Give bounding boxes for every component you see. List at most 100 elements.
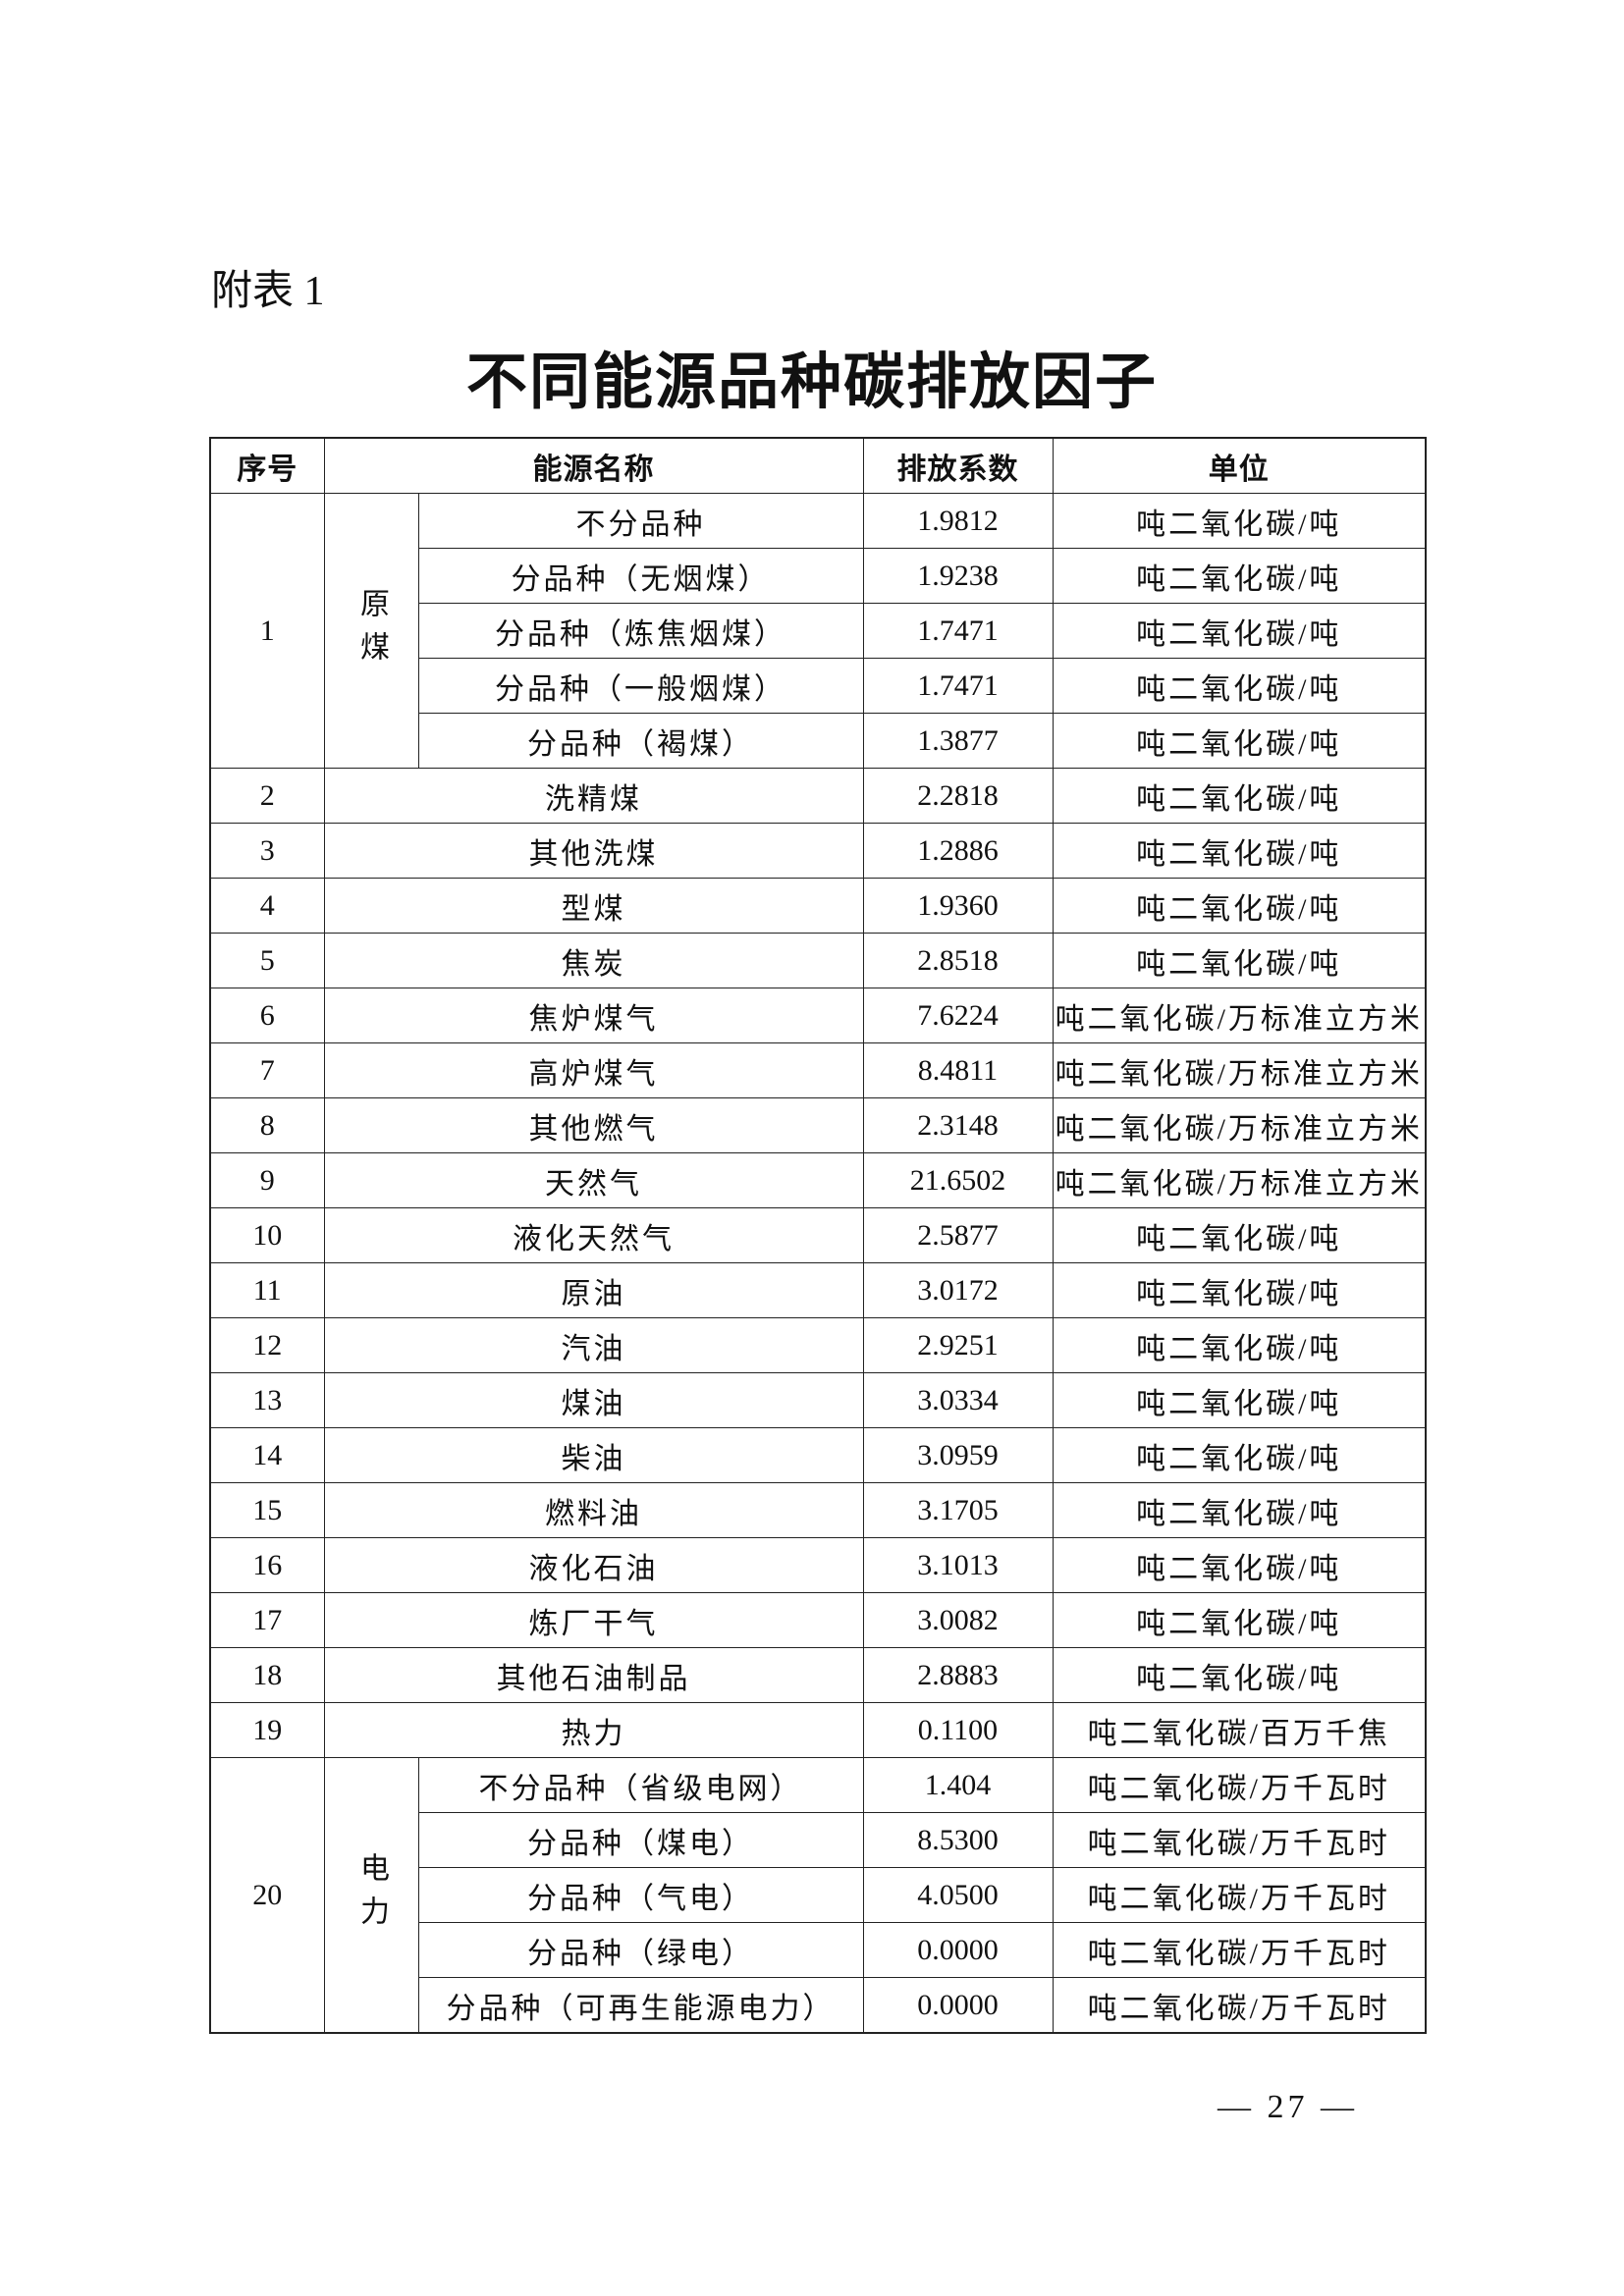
emission-factor: 1.3877 — [862, 713, 1054, 769]
emission-factor: 2.3148 — [862, 1097, 1054, 1153]
category-cell: 电力 — [323, 1757, 419, 2034]
category-cell: 原煤 — [323, 493, 419, 769]
row-number: 19 — [209, 1702, 325, 1758]
energy-name: 天然气 — [323, 1152, 864, 1208]
table-row: 6 焦炉煤气 7.6224 吨二氧化碳/万标准立方米 — [209, 988, 1427, 1043]
unit: 吨二氧化碳/万标准立方米 — [1052, 1152, 1427, 1208]
table-row: 分品种（无烟煤） 1.9238 吨二氧化碳/吨 — [210, 548, 1427, 604]
emission-factor: 2.8883 — [862, 1647, 1054, 1703]
energy-name: 其他石油制品 — [323, 1647, 864, 1703]
row-number: 4 — [209, 878, 325, 934]
energy-name: 原油 — [323, 1262, 864, 1318]
table-row: 分品种（气电） 4.0500 吨二氧化碳/万千瓦时 — [210, 1867, 1427, 1923]
row-number: 16 — [209, 1537, 325, 1593]
emission-factor: 1.7471 — [862, 658, 1054, 714]
unit: 吨二氧化碳/吨 — [1052, 1647, 1427, 1703]
energy-name: 分品种（褐煤） — [417, 713, 864, 769]
unit: 吨二氧化碳/万千瓦时 — [1052, 1867, 1427, 1923]
emission-factor: 8.4811 — [862, 1042, 1054, 1098]
energy-name: 其他燃气 — [323, 1097, 864, 1153]
table-row: 3 其他洗煤 1.2886 吨二氧化碳/吨 — [209, 823, 1427, 879]
energy-name: 炼厂干气 — [323, 1592, 864, 1648]
table-row: 14 柴油 3.0959 吨二氧化碳/吨 — [209, 1427, 1427, 1483]
table-row: 9 天然气 21.6502 吨二氧化碳/万标准立方米 — [209, 1152, 1427, 1208]
unit: 吨二氧化碳/万标准立方米 — [1052, 988, 1427, 1043]
energy-name: 液化天然气 — [323, 1207, 864, 1263]
row-number: 11 — [209, 1262, 325, 1318]
energy-name: 分品种（一般烟煤） — [417, 658, 864, 714]
emission-factor: 4.0500 — [862, 1867, 1054, 1923]
table-row: 13 煤油 3.0334 吨二氧化碳/吨 — [209, 1372, 1427, 1428]
row-number: 12 — [209, 1317, 325, 1373]
table-row: 15 燃料油 3.1705 吨二氧化碳/吨 — [209, 1482, 1427, 1538]
energy-name: 焦炉煤气 — [323, 988, 864, 1043]
row-number: 7 — [209, 1042, 325, 1098]
unit: 吨二氧化碳/吨 — [1052, 768, 1427, 824]
energy-name: 分品种（煤电） — [417, 1812, 864, 1868]
emission-factor: 7.6224 — [862, 988, 1054, 1043]
table-row: 10 液化天然气 2.5877 吨二氧化碳/吨 — [209, 1207, 1427, 1263]
energy-name: 不分品种 — [417, 493, 864, 549]
emission-factor: 2.8518 — [862, 933, 1054, 988]
unit: 吨二氧化碳/万标准立方米 — [1052, 1097, 1427, 1153]
energy-name: 汽油 — [323, 1317, 864, 1373]
category-label: 电力 — [355, 1851, 388, 1939]
page-number: — 27 — — [1218, 2089, 1358, 2125]
emission-factor: 3.0959 — [862, 1427, 1054, 1483]
category-label: 原煤 — [355, 587, 388, 674]
emission-factor: 3.1013 — [862, 1537, 1054, 1593]
header-no: 序号 — [209, 437, 325, 494]
emission-factor: 2.2818 — [862, 768, 1054, 824]
table-row: 分品种（可再生能源电力） 0.0000 吨二氧化碳/万千瓦时 — [210, 1977, 1427, 2034]
unit: 吨二氧化碳/吨 — [1052, 1537, 1427, 1593]
energy-name: 液化石油 — [323, 1537, 864, 1593]
energy-name: 分品种（炼焦烟煤） — [417, 603, 864, 659]
table-row: 17 炼厂干气 3.0082 吨二氧化碳/吨 — [209, 1592, 1427, 1648]
table-row: 1 原煤 不分品种 1.9812 吨二氧化碳/吨 — [209, 493, 1427, 769]
emission-factor: 1.9238 — [862, 548, 1054, 604]
emission-factor: 1.7471 — [862, 603, 1054, 659]
energy-name: 不分品种（省级电网） — [417, 1757, 864, 1813]
row-number: 17 — [209, 1592, 325, 1648]
unit: 吨二氧化碳/吨 — [1052, 1592, 1427, 1648]
table-row: 11 原油 3.0172 吨二氧化碳/吨 — [209, 1262, 1427, 1318]
energy-name: 热力 — [323, 1702, 864, 1758]
unit: 吨二氧化碳/吨 — [1052, 1482, 1427, 1538]
table-row: 5 焦炭 2.8518 吨二氧化碳/吨 — [209, 933, 1427, 988]
unit: 吨二氧化碳/吨 — [1052, 933, 1427, 988]
energy-name: 分品种（无烟煤） — [417, 548, 864, 604]
emission-factor: 0.0000 — [862, 1922, 1054, 1978]
row-number: 14 — [209, 1427, 325, 1483]
row-number: 15 — [209, 1482, 325, 1538]
energy-name: 柴油 — [323, 1427, 864, 1483]
unit: 吨二氧化碳/万千瓦时 — [1052, 1977, 1427, 2034]
table-row: 分品种（煤电） 8.5300 吨二氧化碳/万千瓦时 — [210, 1812, 1427, 1868]
row-number: 13 — [209, 1372, 325, 1428]
energy-name: 分品种（绿电） — [417, 1922, 864, 1978]
row-number: 3 — [209, 823, 325, 879]
emission-factor: 3.1705 — [862, 1482, 1054, 1538]
table-row: 16 液化石油 3.1013 吨二氧化碳/吨 — [209, 1537, 1427, 1593]
unit: 吨二氧化碳/吨 — [1052, 1372, 1427, 1428]
emission-factor: 2.5877 — [862, 1207, 1054, 1263]
row-number: 2 — [209, 768, 325, 824]
row-number: 8 — [209, 1097, 325, 1153]
table-row: 8 其他燃气 2.3148 吨二氧化碳/万标准立方米 — [209, 1097, 1427, 1153]
energy-name: 分品种（可再生能源电力） — [417, 1977, 864, 2034]
table-row: 12 汽油 2.9251 吨二氧化碳/吨 — [209, 1317, 1427, 1373]
unit: 吨二氧化碳/万千瓦时 — [1052, 1922, 1427, 1978]
appendix-label: 附表 1 — [211, 269, 325, 314]
emission-factor: 1.404 — [862, 1757, 1054, 1813]
energy-name: 其他洗煤 — [323, 823, 864, 879]
emission-factor: 0.1100 — [862, 1702, 1054, 1758]
emission-factor: 8.5300 — [862, 1812, 1054, 1868]
table-row: 20 电力 不分品种（省级电网） 1.404 吨二氧化碳/万千瓦时 — [209, 1757, 1427, 2034]
emission-factor: 3.0172 — [862, 1262, 1054, 1318]
unit: 吨二氧化碳/吨 — [1052, 878, 1427, 934]
emission-factor: 1.2886 — [862, 823, 1054, 879]
emission-factor: 21.6502 — [862, 1152, 1054, 1208]
unit: 吨二氧化碳/吨 — [1052, 493, 1427, 549]
table-row: 7 高炉煤气 8.4811 吨二氧化碳/万标准立方米 — [209, 1042, 1427, 1098]
unit: 吨二氧化碳/吨 — [1052, 1317, 1427, 1373]
energy-name: 焦炭 — [323, 933, 864, 988]
